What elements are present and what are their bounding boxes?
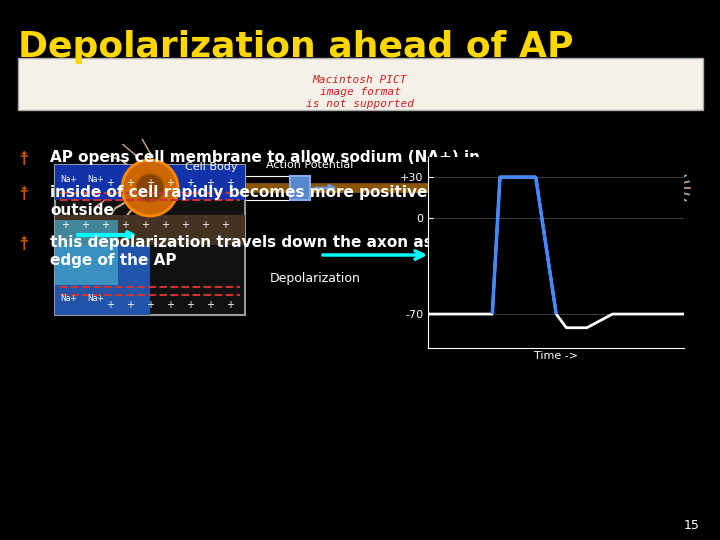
Text: +: + xyxy=(201,220,209,230)
Text: +: + xyxy=(206,300,214,310)
Bar xyxy=(55,215,245,245)
Text: Cell Body: Cell Body xyxy=(185,162,238,172)
Text: edge of the AP: edge of the AP xyxy=(50,253,176,268)
Text: +: + xyxy=(106,300,114,310)
Bar xyxy=(55,245,150,315)
Text: +: + xyxy=(106,178,114,188)
Text: Na+: Na+ xyxy=(60,175,77,184)
Text: 15: 15 xyxy=(684,519,700,532)
Text: this depolarization travels down the axon as leading: this depolarization travels down the axo… xyxy=(50,235,501,250)
Bar xyxy=(55,220,118,285)
Text: AP opens cell membrane to allow sodium (NA+) in: AP opens cell membrane to allow sodium (… xyxy=(50,150,480,165)
Text: +: + xyxy=(146,300,154,310)
Text: ☨: ☨ xyxy=(18,235,29,254)
Text: +: + xyxy=(61,220,69,230)
Text: Na+: Na+ xyxy=(60,294,77,303)
Bar xyxy=(18,58,703,110)
Circle shape xyxy=(122,160,178,216)
Text: +: + xyxy=(226,300,234,310)
Text: +: + xyxy=(121,220,129,230)
Text: +: + xyxy=(186,300,194,310)
Text: +: + xyxy=(221,220,229,230)
Text: +: + xyxy=(186,178,194,188)
Text: +: + xyxy=(161,220,169,230)
X-axis label: Time ->: Time -> xyxy=(534,351,578,361)
Text: +: + xyxy=(146,178,154,188)
Text: image format: image format xyxy=(320,87,400,97)
Text: +: + xyxy=(206,178,214,188)
Text: Action Potential: Action Potential xyxy=(266,160,354,170)
Text: +: + xyxy=(226,178,234,188)
Text: Axon: Axon xyxy=(546,162,574,172)
Text: Na+: Na+ xyxy=(87,294,104,303)
Text: is not supported: is not supported xyxy=(306,99,414,109)
Text: Depolarization ahead of AP: Depolarization ahead of AP xyxy=(18,30,574,64)
Text: +: + xyxy=(101,220,109,230)
Bar xyxy=(55,165,245,200)
Text: +: + xyxy=(126,178,134,188)
Bar xyxy=(290,176,310,200)
Text: inside of cell rapidly becomes more positive than: inside of cell rapidly becomes more posi… xyxy=(50,185,472,200)
Text: Na+: Na+ xyxy=(87,175,104,184)
Text: ☨: ☨ xyxy=(18,185,29,204)
Circle shape xyxy=(136,174,164,202)
Text: Depolarization: Depolarization xyxy=(270,272,361,285)
Text: +: + xyxy=(126,300,134,310)
Text: ☨: ☨ xyxy=(18,150,29,169)
Text: +: + xyxy=(166,178,174,188)
Bar xyxy=(55,165,245,315)
Text: outside: outside xyxy=(50,203,114,218)
Text: +: + xyxy=(166,300,174,310)
Text: +: + xyxy=(81,220,89,230)
Text: +: + xyxy=(181,220,189,230)
Text: Macintosh PICT: Macintosh PICT xyxy=(312,75,408,85)
Text: +: + xyxy=(141,220,149,230)
